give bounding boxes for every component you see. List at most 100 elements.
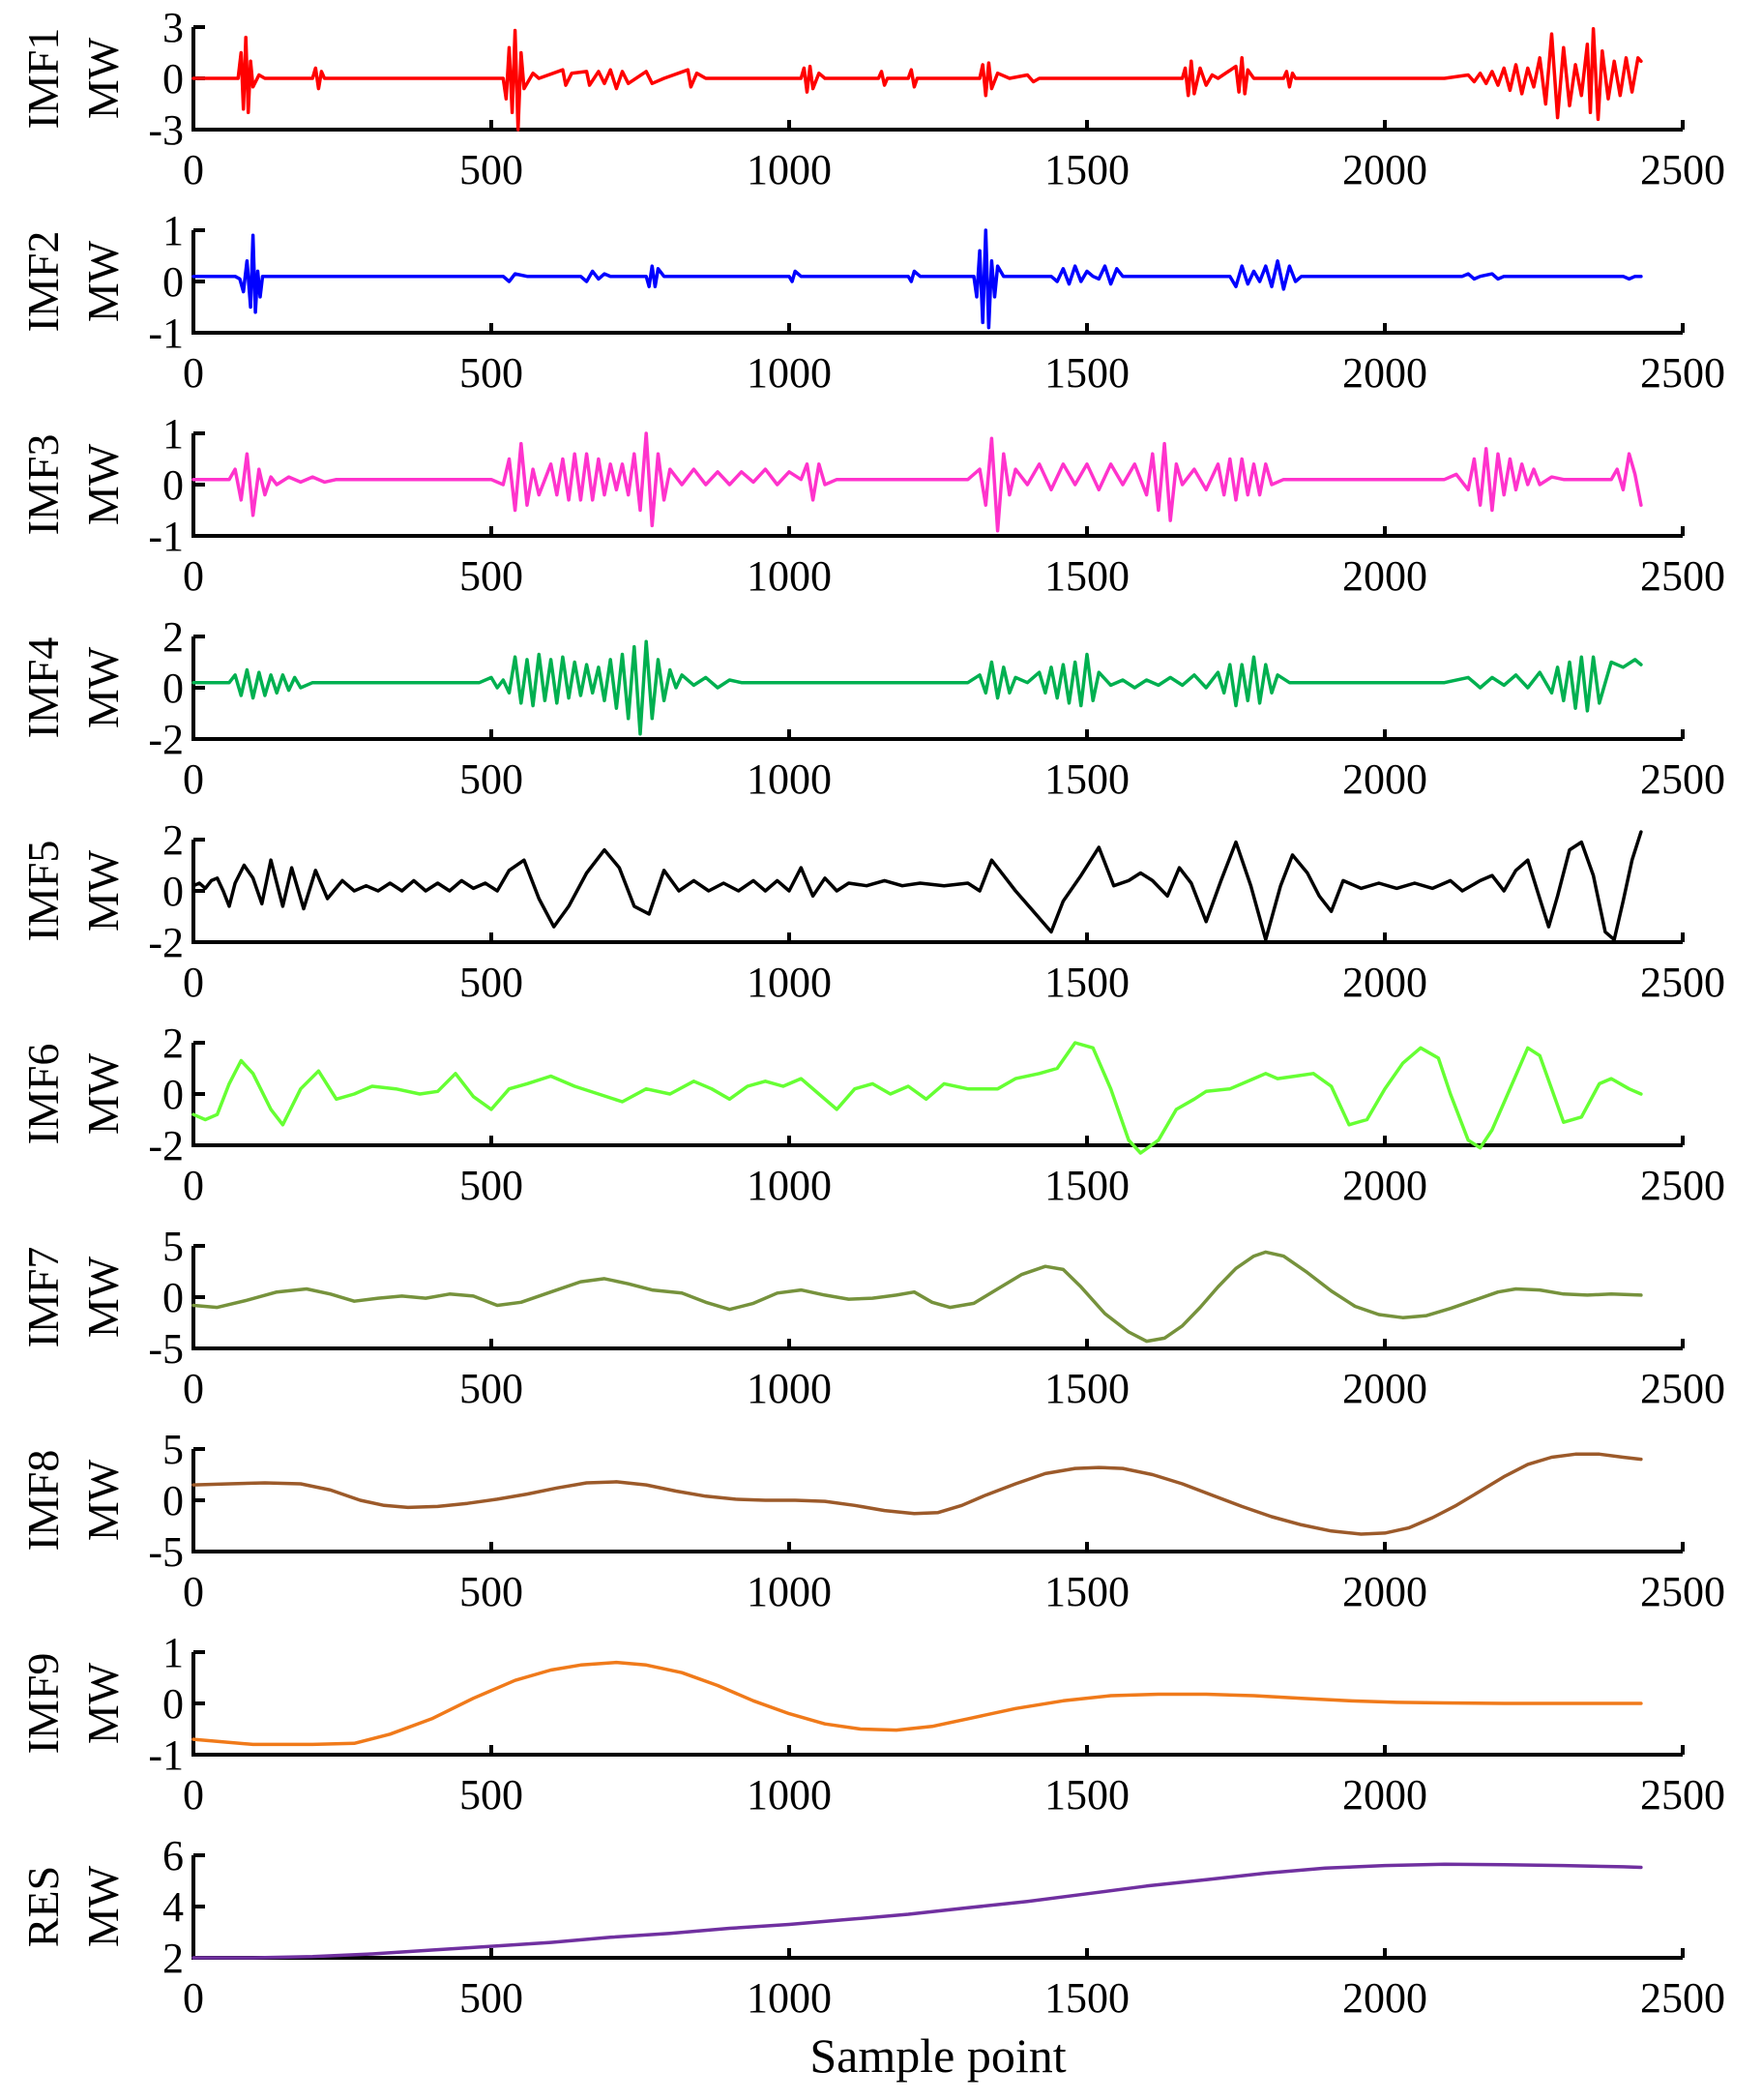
x-tick-label: 1500: [1044, 552, 1130, 600]
x-tick-label: 500: [459, 146, 523, 193]
x-tick-label: 500: [459, 755, 523, 803]
x-tick-label: 2500: [1640, 959, 1725, 1006]
x-tick-label: 0: [183, 1568, 204, 1615]
y-tick-label: 3: [162, 4, 184, 51]
series-line-imf7: [191, 1250, 1643, 1344]
y-tick-label: 1: [162, 1629, 184, 1676]
y-tick-label: -2: [148, 1122, 184, 1169]
x-tick-label: 1000: [747, 755, 832, 803]
y-tick-label: 2: [162, 816, 184, 864]
y-tick-label: 1: [162, 207, 184, 254]
y-tick-label: 0: [162, 1477, 184, 1524]
panel-name-label: IMF2: [18, 231, 68, 333]
y-tick-label: 4: [162, 1883, 184, 1931]
y-axis-label: MW: [78, 443, 128, 525]
x-tick-label: 2500: [1640, 1568, 1725, 1615]
y-tick-label: 0: [162, 1680, 184, 1728]
x-tick-label: 2000: [1342, 1365, 1427, 1412]
panel-name-label: IMF9: [18, 1653, 68, 1755]
x-tick-label: 2500: [1640, 552, 1725, 600]
x-tick-label: 1500: [1044, 1162, 1130, 1209]
y-tick-label: 0: [162, 55, 184, 103]
x-tick-label: 1000: [747, 1568, 832, 1615]
y-tick-label: 5: [162, 1426, 184, 1473]
x-tick-label: 0: [183, 1771, 204, 1819]
x-tick-label: 500: [459, 1365, 523, 1412]
x-tick-label: 2500: [1640, 1974, 1725, 2022]
axis-frame: [191, 1449, 1683, 1553]
y-tick-label: 0: [162, 1274, 184, 1321]
y-tick-label: -1: [148, 513, 184, 560]
y-axis-label: MW: [78, 240, 128, 322]
x-tick-label: 0: [183, 552, 204, 600]
y-tick-label: 6: [162, 1832, 184, 1879]
x-tick-label: 0: [183, 755, 204, 803]
y-tick-label: -2: [148, 919, 184, 966]
x-tick-label: 2000: [1342, 1974, 1427, 2022]
axis-frame: [191, 636, 1683, 741]
x-tick-label: 2000: [1342, 1568, 1427, 1615]
x-tick-label: 1500: [1044, 1365, 1130, 1412]
x-tick-label: 2000: [1342, 349, 1427, 397]
x-tick-label: 500: [459, 1771, 523, 1819]
series-line-imf8: [191, 1452, 1643, 1536]
x-tick-label: 2500: [1640, 755, 1725, 803]
x-tick-label: 0: [183, 1162, 204, 1209]
x-tick-label: 500: [459, 1568, 523, 1615]
y-axis-label: MW: [78, 37, 128, 119]
y-tick-label: 1: [162, 410, 184, 458]
y-tick-label: 0: [162, 258, 184, 306]
x-tick-label: 500: [459, 1974, 523, 2022]
x-axis-label: Sample point: [809, 2028, 1066, 2083]
x-tick-label: 2500: [1640, 146, 1725, 193]
x-tick-label: 1000: [747, 349, 832, 397]
x-tick-label: 1500: [1044, 1771, 1130, 1819]
x-tick-label: 2000: [1342, 959, 1427, 1006]
y-tick-label: 2: [162, 1020, 184, 1067]
y-tick-label: 2: [162, 1935, 184, 1982]
x-tick-label: 2000: [1342, 1771, 1427, 1819]
series-line-imf6: [191, 1041, 1643, 1155]
y-tick-label: 0: [162, 665, 184, 712]
panel-name-label: IMF5: [18, 841, 68, 942]
x-tick-label: 0: [183, 1365, 204, 1412]
x-tick-label: 2500: [1640, 1162, 1725, 1209]
panel-name-label: IMF7: [18, 1247, 68, 1348]
y-tick-label: -5: [148, 1325, 184, 1373]
x-tick-label: 1000: [747, 1162, 832, 1209]
x-tick-label: 0: [183, 349, 204, 397]
panel-name-label: RES: [18, 1866, 68, 1947]
x-tick-label: 1500: [1044, 1974, 1130, 2022]
x-tick-label: 500: [459, 959, 523, 1006]
series-line-imf3: [191, 431, 1643, 533]
x-tick-label: 2500: [1640, 349, 1725, 397]
x-tick-label: 0: [183, 146, 204, 193]
panel-name-label: IMF4: [18, 637, 68, 739]
x-tick-label: 1000: [747, 1365, 832, 1412]
y-tick-label: 2: [162, 613, 184, 661]
x-tick-label: 500: [459, 349, 523, 397]
series-line-imf2: [191, 228, 1643, 330]
x-tick-label: 1000: [747, 1771, 832, 1819]
x-tick-label: 2500: [1640, 1771, 1725, 1819]
y-axis-label: MW: [78, 646, 128, 728]
axis-frame: [191, 840, 1683, 944]
y-axis-label: MW: [78, 1459, 128, 1541]
panel-res: 0 500 1000 1500 2000 2500 246 RES MW: [18, 1832, 1725, 2022]
x-tick-label: 1000: [747, 552, 832, 600]
x-tick-label: 2000: [1342, 552, 1427, 600]
series-line-res: [191, 1862, 1643, 1960]
x-tick-label: 1500: [1044, 349, 1130, 397]
y-tick-label: -5: [148, 1528, 184, 1576]
y-axis-label: MW: [78, 1256, 128, 1338]
y-axis-label: MW: [78, 1865, 128, 1947]
x-tick-label: 2000: [1342, 755, 1427, 803]
x-tick-label: 2000: [1342, 146, 1427, 193]
y-axis-label: MW: [78, 849, 128, 932]
